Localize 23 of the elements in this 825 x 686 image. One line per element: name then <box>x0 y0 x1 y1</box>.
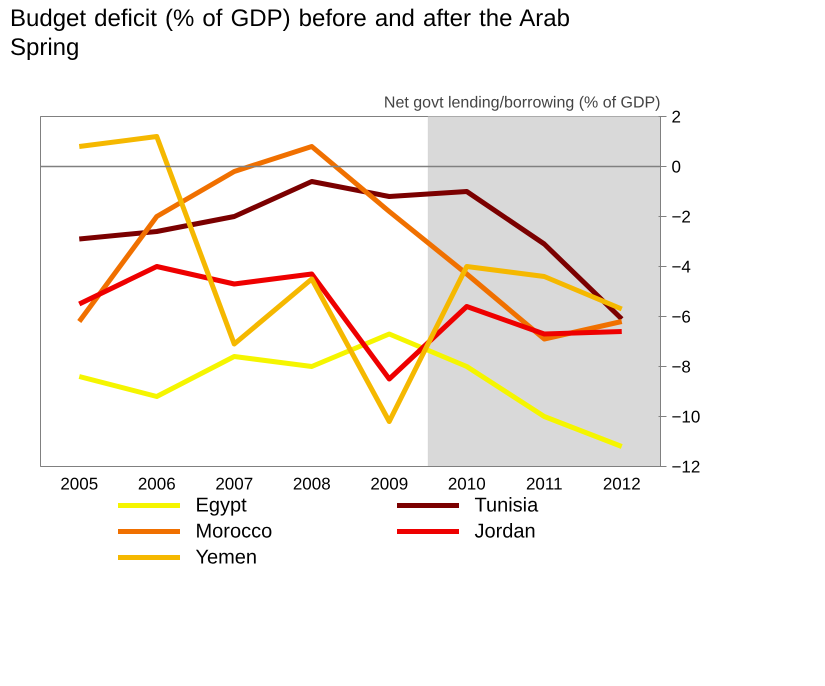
y-tick-label: −2 <box>672 208 691 226</box>
legend-label: Egypt <box>196 494 248 516</box>
y-tick-label: 0 <box>672 158 681 176</box>
x-tick-label: 2007 <box>215 474 254 494</box>
legend-label: Tunisia <box>474 494 540 516</box>
x-tick-label: 2005 <box>60 474 98 494</box>
legend-label: Yemen <box>196 546 258 568</box>
legend-label: Jordan <box>474 520 536 542</box>
legend-label: Morocco <box>196 520 272 542</box>
y-tick-label: −6 <box>672 308 691 326</box>
x-tick-label: 2010 <box>448 474 486 494</box>
x-tick-label: 2009 <box>370 474 408 494</box>
x-tick-label: 2012 <box>602 474 641 494</box>
y-tick-label: −10 <box>672 408 700 426</box>
y-tick-label: 2 <box>672 108 681 126</box>
x-tick-label: 2008 <box>292 474 331 494</box>
y-axis-title: Net govt lending/borrowing (% of GDP) <box>384 94 661 112</box>
y-tick-label: −4 <box>672 258 691 276</box>
x-tick-label: 2006 <box>138 474 176 494</box>
chart-title: Budget deficit (% of GDP) before and after the Arab Spring <box>10 5 570 63</box>
y-tick-label: −8 <box>672 358 691 376</box>
y-tick-label: −12 <box>672 458 700 476</box>
x-tick-label: 2011 <box>526 474 563 494</box>
